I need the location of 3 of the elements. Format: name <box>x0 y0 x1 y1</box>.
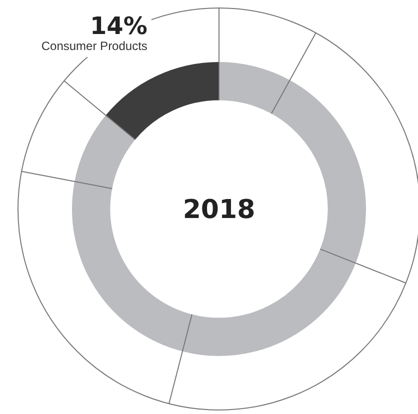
text: 2018 <box>182 194 256 225</box>
slice-label: Consumer Products <box>41 39 148 54</box>
data-label: 14% <box>90 12 148 40</box>
